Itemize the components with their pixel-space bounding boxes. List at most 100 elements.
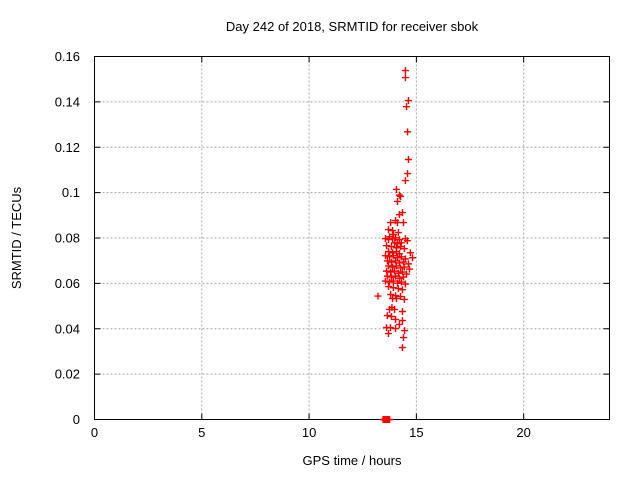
data-point <box>393 279 401 287</box>
x-tick-label-15: 15 <box>409 425 423 440</box>
data-point <box>381 252 389 260</box>
data-point <box>384 248 392 256</box>
data-point <box>401 280 409 288</box>
x-tick-label-20: 20 <box>516 425 530 440</box>
data-point <box>403 103 411 111</box>
data-point <box>386 416 394 423</box>
data-point <box>401 74 409 82</box>
data-point <box>404 97 412 105</box>
data-point <box>398 317 406 325</box>
data-point <box>406 265 414 273</box>
data-point <box>381 277 389 285</box>
y-tick-label-0.14: 0.14 <box>55 94 80 109</box>
data-point <box>400 273 407 281</box>
y-tick-label-0.06: 0.06 <box>55 276 80 291</box>
data-point <box>406 249 414 257</box>
data-point <box>389 252 397 260</box>
data-point <box>383 242 391 250</box>
data-point <box>393 219 401 227</box>
data-point <box>392 234 400 242</box>
x-axis-label: GPS time / hours <box>303 453 402 468</box>
data-point <box>398 344 406 352</box>
data-point <box>389 284 397 292</box>
data-point <box>383 257 391 265</box>
data-point <box>389 227 397 235</box>
y-tick-label-0: 0 <box>73 412 80 427</box>
data-point <box>386 278 394 286</box>
chart-title: Day 242 of 2018, SRMTID for receiver sbo… <box>226 19 479 34</box>
data-point <box>384 226 392 234</box>
data-point <box>384 262 392 270</box>
data-point <box>396 192 404 200</box>
data-point <box>387 219 395 227</box>
data-point <box>409 254 417 262</box>
data-point <box>384 236 392 244</box>
y-tick-label-0.12: 0.12 <box>55 140 80 155</box>
data-point <box>404 156 412 164</box>
data-point <box>392 185 400 193</box>
data-point <box>386 253 394 261</box>
data-point <box>401 67 409 75</box>
x-tick-label-5: 5 <box>198 425 205 440</box>
data-point <box>395 274 403 282</box>
y-tick-label-0.16: 0.16 <box>55 49 80 64</box>
data-point <box>387 312 395 320</box>
data-point <box>401 327 409 335</box>
data-point <box>400 263 408 271</box>
data-point <box>394 285 402 293</box>
data-point <box>387 243 395 251</box>
data-point <box>400 295 408 303</box>
data-point <box>390 267 398 275</box>
data-point <box>397 278 405 286</box>
x-tick-label-0: 0 <box>91 425 98 440</box>
y-tick-label-0.08: 0.08 <box>55 231 80 246</box>
data-point <box>389 277 397 285</box>
data-points-SRMTID <box>374 67 417 423</box>
data-point <box>401 177 409 185</box>
data-point <box>387 273 395 281</box>
data-point <box>389 263 397 271</box>
data-point <box>398 268 406 276</box>
data-point <box>404 170 412 178</box>
data-point <box>392 272 400 280</box>
data-point <box>398 308 406 316</box>
data-point <box>395 320 403 328</box>
data-point <box>392 257 400 265</box>
data-point <box>392 295 400 303</box>
data-point <box>384 330 392 338</box>
data-point <box>397 239 405 247</box>
data-point <box>390 305 398 313</box>
data-point <box>404 128 412 136</box>
data-point <box>387 268 395 276</box>
data-point <box>394 229 402 237</box>
data-point <box>400 219 407 227</box>
data-point <box>387 290 395 298</box>
data-point <box>383 312 391 320</box>
data-point <box>387 258 395 266</box>
data-point <box>395 211 403 219</box>
data-point <box>393 197 401 205</box>
data-point <box>374 292 382 300</box>
data-point <box>396 264 404 272</box>
data-point <box>392 262 400 270</box>
data-point <box>400 334 407 342</box>
data-point <box>383 267 391 275</box>
data-point <box>392 325 400 333</box>
y-tick-label-0.1: 0.1 <box>62 185 80 200</box>
data-point <box>398 286 406 294</box>
x-tick-label-10: 10 <box>302 425 316 440</box>
data-point <box>395 191 403 199</box>
y-tick-label-0.04: 0.04 <box>55 321 80 336</box>
y-tick-label-0.02: 0.02 <box>55 367 80 382</box>
data-point <box>403 237 411 245</box>
data-point <box>400 258 407 266</box>
data-point <box>400 245 408 253</box>
data-point <box>384 283 392 291</box>
data-point <box>396 243 404 251</box>
data-point <box>383 272 391 280</box>
data-point <box>404 260 412 268</box>
data-point <box>386 324 394 332</box>
